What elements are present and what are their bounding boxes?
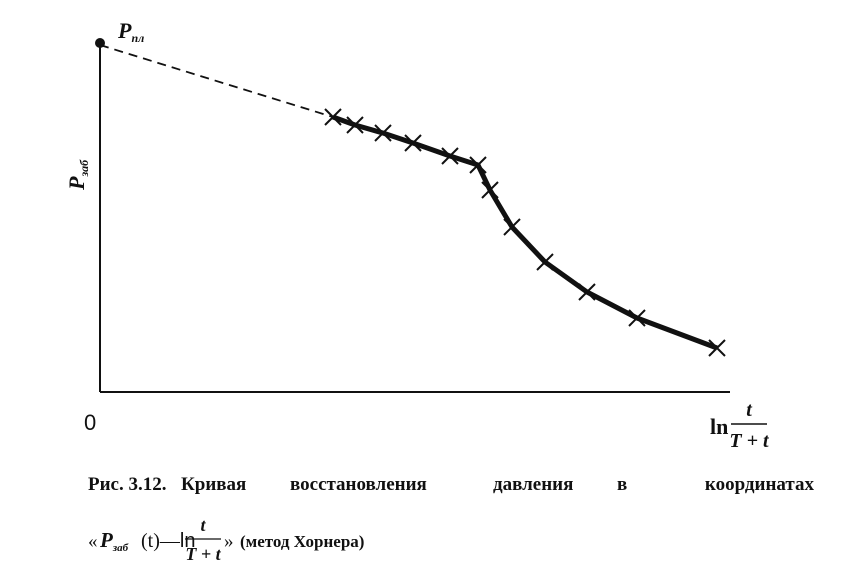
- point-label: Pпл: [117, 18, 144, 45]
- measurement-points: [324, 108, 726, 357]
- cross-marker: [346, 116, 364, 134]
- caption: Рис. 3.12. Кривая восстановления давлени…: [88, 474, 814, 564]
- symbol: P: [117, 18, 132, 43]
- numerator: t: [746, 399, 753, 421]
- argument: (t): [141, 530, 160, 552]
- denominator: T + t: [185, 544, 221, 564]
- plot: [99, 40, 730, 393]
- subscript: пл: [131, 31, 144, 45]
- caption-formula: « Pзаб (t)—ln t T + t » (метод Хорнера): [88, 515, 364, 564]
- close-quote: »: [224, 531, 234, 552]
- symbol: P: [64, 176, 89, 191]
- cross-marker: [374, 124, 392, 142]
- denominator: T + t: [729, 430, 770, 452]
- cross-marker: [481, 181, 499, 199]
- extrapolation-line: [99, 44, 334, 118]
- caption-word: давления: [493, 474, 573, 495]
- caption-word: Кривая: [181, 474, 246, 495]
- pressure-curve: [332, 114, 718, 351]
- symbol: P: [99, 528, 113, 552]
- y-axis-label: Pзаб: [64, 159, 91, 191]
- function: ln: [710, 414, 728, 439]
- reservoir-pressure-point: [95, 38, 105, 48]
- function: ln: [180, 530, 196, 552]
- cross-marker: [628, 309, 646, 327]
- caption-number: Рис. 3.12.: [88, 474, 167, 495]
- caption-word: координатах: [705, 474, 815, 495]
- cross-marker: [469, 156, 487, 174]
- dash: —: [159, 530, 181, 552]
- cross-marker: [708, 339, 726, 357]
- origin-label: 0: [84, 410, 96, 435]
- cross-marker: [404, 134, 422, 152]
- caption-word: восстановления: [290, 474, 427, 495]
- caption-word: в: [617, 474, 627, 495]
- subscript: заб: [112, 542, 129, 554]
- cross-marker: [441, 147, 459, 165]
- argument: (t)—ln: [141, 530, 195, 552]
- cross-marker: [503, 218, 521, 236]
- caption-note: (метод Хорнера): [240, 532, 364, 551]
- cross-marker: [578, 283, 596, 301]
- cross-marker: [536, 253, 554, 271]
- numerator: t: [200, 515, 206, 535]
- symbol: Pзаб: [99, 528, 129, 554]
- cross-marker: [324, 108, 342, 126]
- x-axis-label: ln t T + t: [710, 399, 770, 452]
- subscript: заб: [77, 159, 91, 178]
- open-quote: «: [88, 531, 98, 552]
